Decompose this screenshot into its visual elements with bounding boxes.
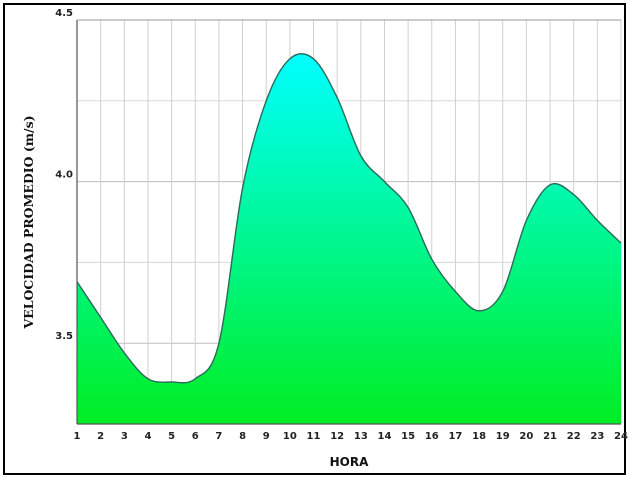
x-tick-label: 4 — [144, 431, 151, 442]
x-tick-label: 15 — [401, 431, 415, 442]
x-tick-label: 13 — [354, 431, 368, 442]
x-axis-title: HORA — [330, 455, 369, 469]
y-tick-label: 4.0 — [55, 170, 73, 181]
y-axis-title: VELOCIDAD PROMEDIO (m/s) — [21, 115, 36, 329]
area-fill — [77, 53, 621, 424]
x-tick-label: 23 — [590, 431, 604, 442]
axes — [76, 19, 621, 425]
y-tick-labels: 3.5 4.0 4.5 — [55, 8, 73, 342]
x-tick-label: 24 — [614, 431, 628, 442]
x-tick-label: 22 — [567, 431, 581, 442]
x-tick-label: 11 — [307, 431, 321, 442]
x-tick-label: 16 — [425, 431, 439, 442]
x-tick-label: 8 — [239, 431, 246, 442]
x-tick-label: 5 — [168, 431, 175, 442]
x-tick-label: 6 — [192, 431, 199, 442]
x-tick-labels: 1 2 3 4 5 6 7 8 9 10 11 12 13 14 15 16 17 18 19 20 21 22 23 24 — [74, 431, 628, 442]
x-tick-label: 7 — [215, 431, 222, 442]
series-line — [76, 53, 622, 384]
x-tick-label: 3 — [121, 431, 128, 442]
x-tick-label: 2 — [97, 431, 104, 442]
x-tick-label: 10 — [283, 431, 297, 442]
x-tick-label: 9 — [263, 431, 270, 442]
x-tick-label: 1 — [74, 431, 81, 442]
x-tick-label: 14 — [378, 431, 392, 442]
x-tick-label: 12 — [330, 431, 344, 442]
x-tick-label: 17 — [448, 431, 462, 442]
x-tick-label: 20 — [519, 431, 533, 442]
x-tick-label: 19 — [496, 431, 510, 442]
x-tick-label: 18 — [472, 431, 486, 442]
y-tick-label: 4.5 — [55, 8, 73, 19]
x-tick-label: 21 — [543, 431, 557, 442]
y-tick-label: 3.5 — [55, 331, 73, 342]
